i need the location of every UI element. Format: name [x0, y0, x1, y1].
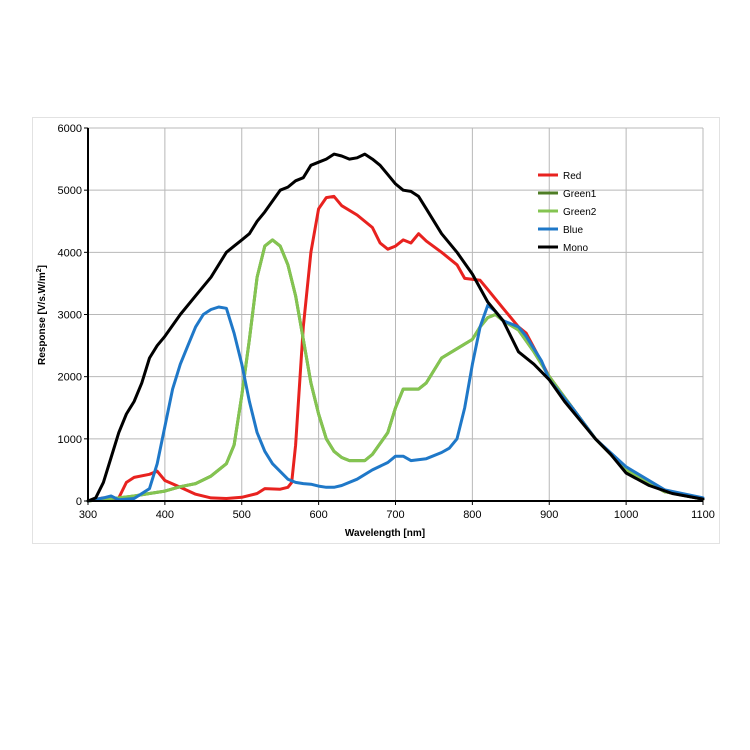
- tick-labels: 0 1000 2000 3000 4000 5000 6000 300 400 500 600 700…: [58, 123, 715, 521]
- y-tick-label-5: 5000: [58, 185, 82, 197]
- legend-label-green2: Green2: [563, 207, 597, 218]
- x-tick-label-7: 1000: [614, 509, 638, 521]
- series-line-red: [86, 194, 705, 503]
- axes: [84, 127, 704, 505]
- y-tick-label-2: 2000: [58, 372, 82, 384]
- y-axis-title-main: Response [V/s.W/m: [37, 272, 48, 365]
- y-tick-label-4: 4000: [58, 247, 82, 259]
- series-line-mono: [86, 152, 705, 503]
- y-tick-label-6: 6000: [58, 123, 82, 135]
- spectral-response-chart: 0 1000 2000 3000 4000 5000 6000 300 400 500 600 700…: [36, 123, 715, 539]
- legend-label-green1: Green1: [563, 189, 597, 200]
- x-tick-label-4: 700: [386, 509, 404, 521]
- y-axis-title-close: ]: [37, 265, 48, 268]
- x-tick-label-5: 800: [463, 509, 481, 521]
- legend-label-red: Red: [563, 171, 581, 182]
- x-tick-label-6: 900: [540, 509, 558, 521]
- y-tick-label-3: 3000: [58, 310, 82, 322]
- x-tick-label-8: 1100: [691, 509, 715, 521]
- series-lines: [86, 152, 705, 503]
- legend-label-blue: Blue: [563, 225, 583, 236]
- legend: Red Green1 Green2 Blue Mono: [538, 171, 597, 254]
- x-tick-label-1: 400: [156, 509, 174, 521]
- x-tick-label-2: 500: [233, 509, 251, 521]
- chart-frame: 0 1000 2000 3000 4000 5000 6000 300 400 500 600 700…: [32, 117, 720, 544]
- x-axis-title: Wavelength [nm]: [345, 528, 425, 539]
- x-tick-label-3: 600: [309, 509, 327, 521]
- y-axis-title-sup: 2: [36, 268, 43, 272]
- legend-label-mono: Mono: [563, 243, 588, 254]
- x-tick-label-0: 300: [79, 509, 97, 521]
- y-tick-label-1: 1000: [58, 434, 82, 446]
- y-tick-label-0: 0: [76, 496, 82, 508]
- y-axis-title: Response [V/s.W/m2]: [36, 265, 48, 365]
